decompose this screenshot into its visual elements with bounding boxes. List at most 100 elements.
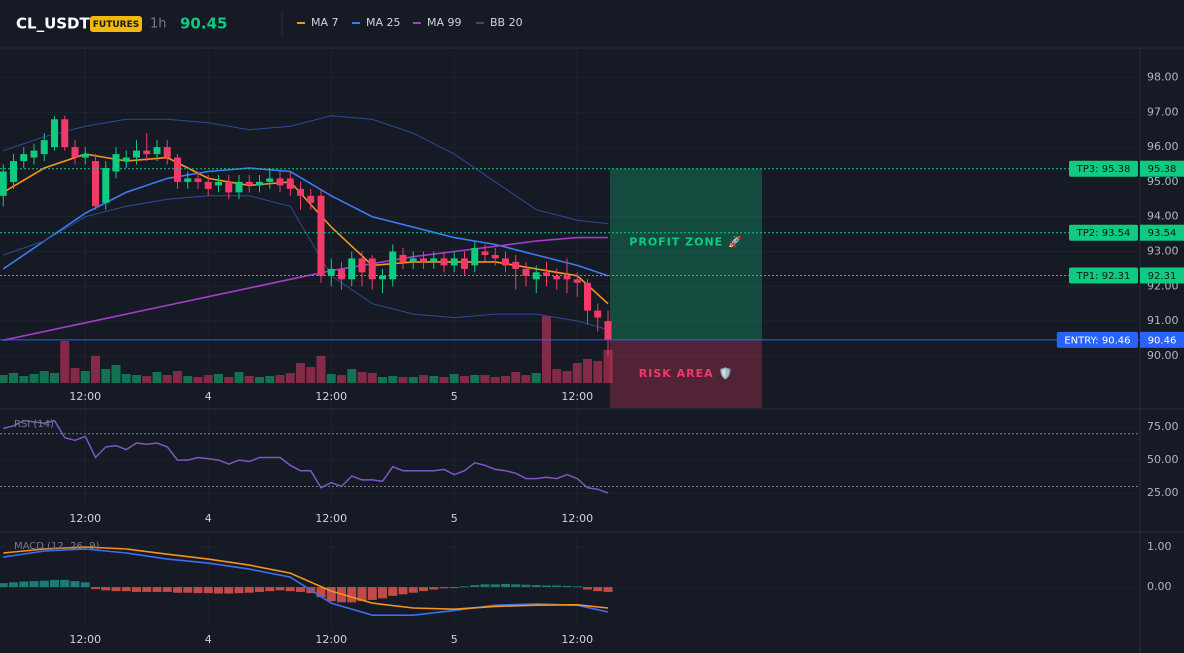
volume-bar xyxy=(521,375,531,383)
volume-bar xyxy=(193,377,203,383)
x-tick-label: 12:00 xyxy=(561,390,593,403)
macd-histogram-bar xyxy=(275,587,285,591)
y-tick-label: 1.00 xyxy=(1147,540,1172,553)
volume-bar xyxy=(132,375,141,383)
volume-bar xyxy=(326,374,336,383)
volume-bar xyxy=(91,356,100,383)
volume-bar xyxy=(429,376,439,383)
candle-body xyxy=(584,282,591,311)
candle-body xyxy=(604,321,612,340)
candle-body xyxy=(389,251,397,280)
candle-body xyxy=(61,119,69,148)
last-price: 90.45 xyxy=(180,15,227,33)
macd-histogram-bar xyxy=(449,587,459,589)
macd-histogram-bar xyxy=(265,587,275,592)
volume-bar xyxy=(255,377,264,383)
macd-histogram-bar xyxy=(326,587,336,602)
candle-body xyxy=(471,248,479,266)
candle-body xyxy=(204,181,212,189)
macd-histogram-bar xyxy=(142,587,152,592)
macd-histogram-bar xyxy=(132,587,141,592)
macd-histogram-bar xyxy=(388,587,398,596)
axis-price-label: 95.38 xyxy=(1148,164,1177,175)
candle-body xyxy=(543,272,550,276)
macd-histogram-bar xyxy=(501,583,510,588)
ma-line xyxy=(3,236,608,341)
volume-bar xyxy=(552,369,562,383)
volume-bar xyxy=(460,376,469,383)
x-tick-label: 12:00 xyxy=(315,390,347,403)
macd-histogram-bar xyxy=(439,587,449,589)
legend-label: BB 20 xyxy=(490,16,523,29)
candle-body xyxy=(71,147,79,158)
rsi-line xyxy=(3,419,609,494)
x-tick-label: 4 xyxy=(205,512,212,525)
zone-label: PROFIT ZONE 🚀 xyxy=(629,235,742,248)
volume-bar xyxy=(296,363,305,383)
volume-bar xyxy=(39,371,49,383)
candle-body xyxy=(30,150,38,158)
macd-histogram-bar xyxy=(91,587,100,590)
volume-bar xyxy=(593,361,603,383)
macd-histogram-bar xyxy=(101,587,111,591)
level-tag-label: TP1: 92.31 xyxy=(1076,271,1131,282)
volume-bar xyxy=(162,375,172,383)
y-tick-label: 98.00 xyxy=(1147,71,1179,84)
y-tick-label: 94.00 xyxy=(1147,210,1179,223)
macd-histogram-bar xyxy=(542,585,551,588)
pane-title: MACD (12, 26, 9) xyxy=(14,541,100,552)
macd-histogram-bar xyxy=(80,582,90,588)
volume-bar xyxy=(398,377,408,383)
volume-bar xyxy=(603,350,613,383)
candle-body xyxy=(276,178,284,186)
macd-histogram-bar xyxy=(429,587,439,590)
candle-body xyxy=(225,181,233,193)
candle-body xyxy=(420,258,427,262)
level-tag-label: TP3: 95.38 xyxy=(1076,164,1131,175)
y-tick-label: 0.00 xyxy=(1147,580,1172,593)
macd-histogram-bar xyxy=(562,585,572,588)
candle-body xyxy=(194,178,202,182)
pane-title: RSI (14) xyxy=(14,419,54,430)
macd-histogram-bar xyxy=(470,585,480,588)
candle-body xyxy=(409,258,417,262)
bb-band xyxy=(3,195,609,331)
y-tick-label: 25.00 xyxy=(1147,486,1179,499)
candle-body xyxy=(573,279,581,283)
y-tick-label: 91.00 xyxy=(1147,314,1179,327)
volume-bar xyxy=(583,359,592,383)
macd-histogram-bar xyxy=(173,587,182,593)
candle-body xyxy=(174,157,181,182)
volume-bar xyxy=(470,375,480,383)
candle-body xyxy=(256,181,263,186)
candle-body xyxy=(133,150,140,158)
macd-histogram-bar xyxy=(296,587,305,592)
volume-bar xyxy=(357,372,367,383)
macd-histogram-bar xyxy=(419,587,428,592)
candle-body xyxy=(163,147,171,158)
volume-bar xyxy=(408,377,418,383)
volume-bar xyxy=(562,371,572,383)
candle-body xyxy=(40,140,48,155)
volume-bar xyxy=(316,356,326,383)
volume-bar xyxy=(275,375,285,383)
x-tick-label: 12:00 xyxy=(315,633,347,646)
macd-histogram-bar xyxy=(552,585,562,588)
candle-body xyxy=(266,178,274,182)
volume-bar xyxy=(60,341,70,383)
x-tick-label: 4 xyxy=(205,390,212,403)
candle-body xyxy=(92,161,99,207)
candle-body xyxy=(286,178,294,189)
axis-price-tag xyxy=(1140,160,1184,177)
legend-label: MA 25 xyxy=(366,16,401,29)
macd-histogram-bar xyxy=(583,587,592,590)
volume-bar xyxy=(542,316,551,383)
level-tag xyxy=(1056,331,1138,348)
axis-price-tag xyxy=(1140,224,1184,241)
candle-body xyxy=(502,258,509,266)
macd-histogram-bar xyxy=(162,587,172,592)
macd-histogram-bar xyxy=(357,587,367,602)
candle-body xyxy=(358,258,366,273)
candle-body xyxy=(122,157,130,162)
volume-bar xyxy=(80,371,90,383)
